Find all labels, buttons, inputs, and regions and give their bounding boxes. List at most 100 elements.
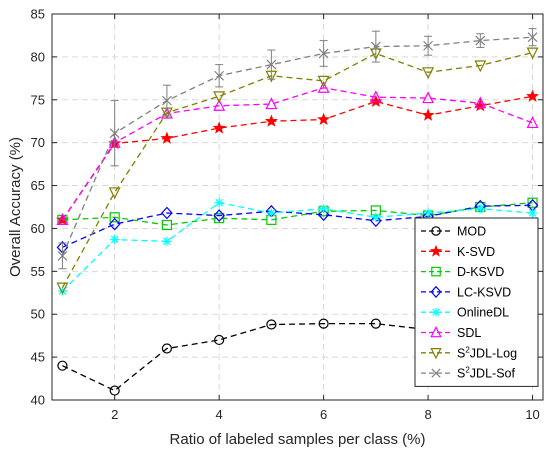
data-point [212,121,226,134]
data-point [109,128,120,139]
marker-star [429,244,443,257]
marker-asterisk-stroke [110,235,119,244]
marker-x-stroke [423,40,434,51]
data-point [370,41,381,52]
data-point [527,32,538,43]
data-point [475,204,485,214]
y-tick-label: 40 [31,393,45,408]
marker-asterisk-stroke [372,213,380,222]
series-line [61,36,533,257]
marker-triangle-up [430,325,442,338]
data-point [423,208,433,218]
y-tick-label: 50 [31,307,45,322]
data-point [370,214,382,228]
data-point [370,318,381,329]
data-point [214,334,225,346]
series-s2jdl-log [56,47,539,295]
data-point [526,89,540,102]
marker-asterisk-stroke [163,237,171,246]
data-point [213,98,226,111]
data-point [318,318,329,329]
data-point [474,60,487,73]
legend-label: MOD [457,225,486,239]
x-tick-label: 4 [216,407,223,422]
y-tick-label: 55 [31,264,45,279]
y-tick-label: 75 [31,92,45,107]
x-tick-label: 6 [320,407,327,422]
legend-item: D-KSVD [421,265,504,279]
y-tick-label: 45 [31,350,45,365]
data-point [108,187,121,200]
data-point [266,208,276,218]
data-point [56,213,69,225]
marker-asterisk-stroke [528,209,537,217]
legend-item: K-SVD [421,244,495,259]
legend-item: OnlineDL [421,306,509,320]
data-point [214,213,225,224]
data-point [214,70,225,81]
data-point [317,80,330,93]
data-point [108,217,121,231]
series-line [62,204,533,248]
data-point [526,47,539,60]
data-point [57,360,68,371]
data-point [161,95,172,106]
marker-asterisk-stroke [319,204,328,213]
data-point [422,67,435,80]
data-point [266,59,277,70]
data-point [318,48,329,59]
marker-x-stroke [527,32,538,43]
marker-x-stroke [431,368,441,378]
data-point [528,208,538,218]
series-line [62,202,533,226]
data-point [474,96,487,109]
marker-circle [431,226,441,236]
marker-square [431,266,441,277]
data-point [369,90,382,103]
data-point [161,206,173,220]
data-point [213,209,225,222]
marker-asterisk-stroke [432,308,440,316]
data-point [526,116,539,129]
data-point [264,114,278,127]
series-line [61,51,533,288]
data-point [160,131,174,144]
data-point [319,204,329,214]
marker-x-stroke [214,70,225,81]
x-tick-label: 2 [111,407,118,422]
data-point [110,235,120,245]
y-tick-label: 85 [31,7,45,22]
marker-x-stroke [57,250,68,261]
series-s2jdl-sof [57,28,538,270]
marker-asterisk-stroke [424,209,432,217]
legend: MOD K-SVD D-KSVD LC-KSVD OnlineDL SDL S2JDL-Lo… [414,217,539,387]
series-layer [55,28,540,396]
legend-label: LC-KSVD [457,285,511,299]
legend-item: SDL [421,325,481,340]
marker-x-stroke [370,41,381,52]
data-point [317,75,330,88]
data-point [266,319,277,330]
marker-x-stroke [109,128,120,139]
legend-item: MOD [421,225,486,239]
legend-label: S2JDL-Log [457,345,517,360]
marker-asterisk [431,308,441,317]
legend-box [414,217,539,387]
y-tick-label: 65 [31,178,45,193]
marker-asterisk-stroke [215,198,223,207]
y-tick-label: 70 [31,135,45,150]
marker-triangle-down [430,348,442,360]
legend-label: K-SVD [457,245,495,259]
x-axis-label: Ratio of labeled samples per class (%) [170,431,426,448]
marker-x [431,368,441,378]
legend-label: S2JDL-Sof [457,366,515,381]
data-point [57,250,68,261]
data-point [214,198,224,208]
legend-label: D-KSVD [457,265,504,279]
data-point [423,40,434,51]
y-axis-label: Overall Accuracy (%) [7,137,24,277]
series-line [61,87,533,221]
data-point [422,91,435,104]
